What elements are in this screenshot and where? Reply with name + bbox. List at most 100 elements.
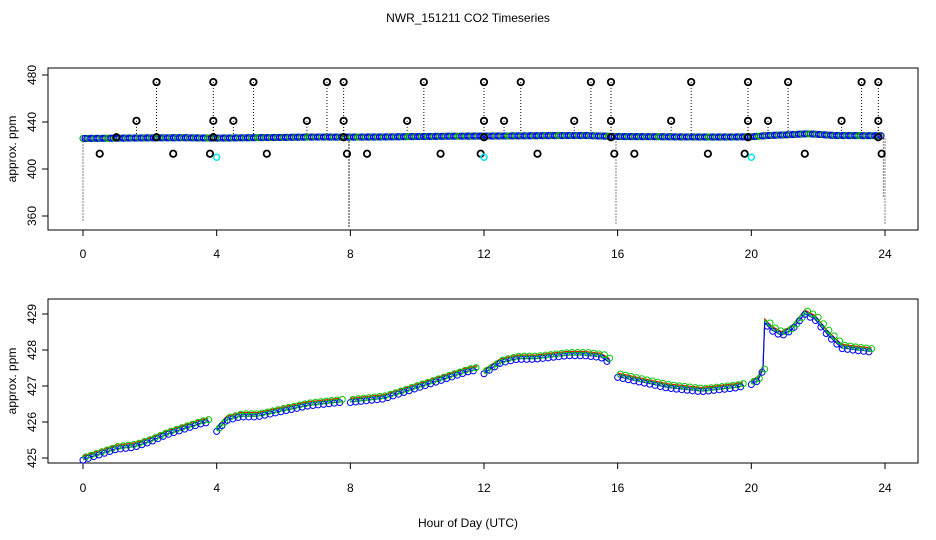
top-x-tick-label: 4	[213, 247, 220, 261]
outlier-point	[533, 149, 542, 158]
bottom-y-tick-label: 428	[25, 340, 39, 360]
low-ppm-point	[747, 153, 756, 161]
top-x-tick-label: 8	[347, 247, 354, 261]
smoothed-point	[782, 328, 790, 336]
outlier-point	[205, 149, 215, 158]
outlier-point	[479, 133, 489, 142]
bottom-y-tick-label: 429	[25, 304, 39, 324]
outlier-point	[302, 116, 311, 125]
outlier-point	[606, 133, 616, 142]
outlier-point	[499, 116, 509, 125]
outlier-point	[169, 149, 178, 158]
bottom-x-tick-label: 0	[80, 481, 87, 495]
top-y-tick-label: 400	[25, 159, 39, 179]
outlier-point	[339, 77, 348, 87]
smoothed-series-line	[350, 365, 478, 399]
top-x-tick-label: 12	[477, 247, 491, 261]
smoothed-point	[836, 337, 844, 345]
smoothed-point	[825, 326, 833, 334]
outlier-point	[419, 77, 428, 87]
low-ppm-point	[480, 153, 488, 161]
outlier-point	[874, 77, 883, 87]
outlier-point	[209, 77, 218, 87]
outlier-point	[874, 133, 883, 142]
outlier-point	[362, 149, 372, 158]
top-x-tick-label: 16	[611, 247, 625, 261]
outlier-point	[606, 77, 616, 87]
top-plot-area: 0 4 8 12 16 20 24 360 400 440 480	[25, 65, 892, 261]
outlier-point	[95, 149, 104, 158]
top-x-tick-label: 24	[878, 247, 892, 261]
outlier-point	[874, 116, 883, 125]
bottom-x-tick-label: 24	[878, 481, 892, 495]
outlier-point	[586, 77, 596, 87]
bottom-y-axis-label: approx. ppm	[5, 348, 19, 415]
outlier-point	[743, 116, 753, 125]
smoothed-point	[606, 354, 614, 362]
bottom-y-tick-label: 425	[25, 448, 39, 468]
outlier-point	[403, 116, 412, 125]
outlier-point	[152, 133, 161, 142]
smoothed-point	[493, 360, 501, 368]
outlier-point	[877, 149, 886, 158]
outlier-point	[703, 149, 712, 158]
outlier-point	[610, 149, 619, 158]
bottom-plot-area: 0 4 8 12 16 20 24 425 426 427 428 429	[25, 304, 892, 495]
smoothed-point	[755, 374, 763, 382]
smoothed-point	[771, 324, 779, 332]
top-plot-frame	[47, 67, 919, 231]
bottom-x-tick-label: 12	[477, 481, 491, 495]
outlier-point	[857, 77, 866, 87]
smoothed-point	[205, 416, 213, 424]
top-y-axis-label: approx. ppm	[5, 116, 19, 183]
outlier-point	[132, 116, 141, 125]
bottom-x-tick-label: 16	[611, 481, 625, 495]
outlier-point	[743, 77, 753, 87]
outlier-point	[249, 77, 258, 87]
smoothed-point	[803, 307, 811, 315]
outlier-point	[152, 77, 161, 87]
outlier-point	[687, 77, 696, 87]
top-x-tick-label: 0	[80, 247, 87, 261]
outlier-point	[606, 116, 616, 125]
smoothed-point	[483, 367, 491, 375]
outlier-point	[339, 133, 348, 142]
outlier-point	[763, 116, 773, 125]
smoothed-point	[739, 380, 747, 388]
outlier-point	[667, 116, 676, 125]
top-x-tick-label: 20	[745, 247, 759, 261]
smoothed-point	[814, 313, 822, 321]
top-y-tick-label: 440	[25, 112, 39, 132]
bottom-y-tick-label: 427	[25, 376, 39, 396]
outlier-point	[743, 133, 753, 142]
low-ppm-point	[212, 153, 221, 161]
smoothed-point	[761, 365, 769, 373]
smoothed-point	[820, 320, 828, 328]
outlier-point	[262, 149, 271, 158]
outlier-point	[516, 77, 525, 87]
smoothed-point	[830, 332, 838, 340]
smoothed-point	[600, 351, 608, 359]
outlier-point	[112, 133, 121, 142]
outlier-point	[209, 116, 218, 125]
outlier-point	[479, 116, 489, 125]
outlier-point	[837, 116, 846, 125]
outlier-point	[570, 116, 579, 125]
outlier-point	[229, 116, 238, 125]
top-y-tick-label: 480	[25, 65, 39, 85]
smoothed-point	[750, 377, 758, 385]
smoothed-point	[809, 310, 817, 318]
smoothed-point	[338, 395, 346, 403]
bottom-y-tick-label: 426	[25, 412, 39, 432]
outlier-point	[783, 77, 793, 87]
outlier-point	[800, 149, 809, 158]
outlier-point	[436, 149, 445, 158]
smoothed-point	[766, 319, 774, 327]
smoothed-point	[488, 363, 496, 371]
outlier-point	[322, 77, 332, 87]
outlier-point	[740, 149, 749, 158]
smoothed-point	[868, 345, 876, 353]
outlier-point	[209, 133, 218, 142]
bottom-x-tick-label: 8	[347, 481, 354, 495]
outlier-point	[479, 77, 489, 87]
